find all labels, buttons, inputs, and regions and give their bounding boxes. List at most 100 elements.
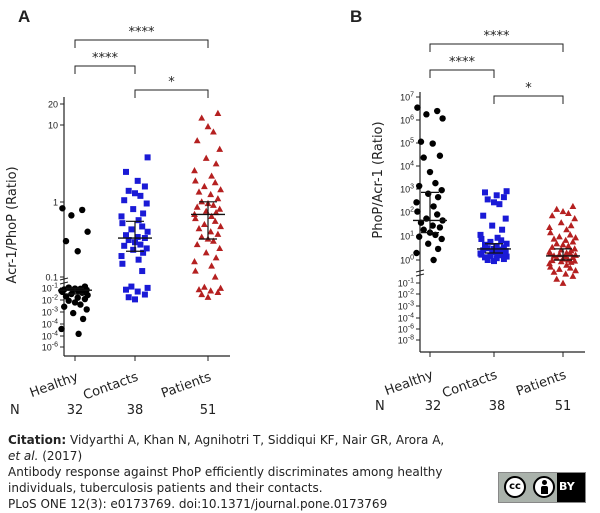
panel-a-point-patients <box>207 190 215 198</box>
panel-b-point-patients <box>557 258 565 265</box>
panel-b-y-tick-label: 107 <box>400 92 414 103</box>
panel-b-point-patients <box>553 254 561 261</box>
citation-title-1: Antibody response against PhoP efficient… <box>8 465 443 479</box>
panel-b-point-healthy <box>432 179 439 187</box>
panel-b-point-healthy <box>430 203 437 210</box>
panel-b-y-tick-label: 10-1 <box>398 278 414 289</box>
panel-a-y-tick-label: 10-2 <box>42 295 58 306</box>
panel-b-point-patients <box>546 223 553 231</box>
panel-b-letter: B <box>350 7 362 26</box>
panel-b-point-healthy <box>417 138 425 145</box>
panel-a-point-contacts <box>135 217 142 224</box>
panel-b-y-tick-label: 10-3 <box>398 301 414 312</box>
panel-b-y-tick-label: 10-8 <box>398 335 414 346</box>
panel-a-x-tick-label: Patients <box>159 370 213 402</box>
panel-a-n-value: 32 <box>67 403 84 418</box>
panel-a-point-contacts <box>121 242 128 249</box>
panel-b-point-patients <box>550 235 558 242</box>
panel-a-point-patients <box>192 214 199 222</box>
panel-b-point-healthy <box>436 152 444 159</box>
panel-a-point-patients <box>201 182 208 190</box>
panel-b-point-contacts <box>499 226 506 233</box>
panel-a-significance-label: **** <box>92 51 119 66</box>
panel-b-axis-break <box>415 269 425 273</box>
panel-a-point-healthy <box>77 301 84 308</box>
panel-a-point-contacts <box>140 249 147 256</box>
panel-a-point-contacts <box>139 268 146 275</box>
panel-a-point-patients <box>217 284 224 291</box>
panel-b-point-patients <box>563 226 570 233</box>
panel-a-point-patients <box>212 208 220 216</box>
panel-a-y-tick-label: 0.1 <box>45 273 58 283</box>
panel-b-point-patients <box>565 242 572 249</box>
panel-b-point-contacts <box>496 201 503 208</box>
panel-a-point-healthy <box>81 295 89 303</box>
panel-b-point-contacts <box>480 212 487 219</box>
panel-a-point-patients <box>214 195 222 202</box>
panel-a-point-contacts <box>130 246 137 253</box>
citation-authors: Vidyarthi A, Khan N, Agnihotri T, Siddiq… <box>70 433 445 447</box>
panel-b-point-patients <box>547 249 554 257</box>
panel-a-point-contacts <box>123 286 129 293</box>
panel-b-point-healthy <box>414 208 421 215</box>
panel-a-point-patients <box>212 160 220 167</box>
panel-b-point-patients <box>572 234 579 241</box>
panel-b-point-patients <box>569 272 577 279</box>
panel-a-point-healthy <box>83 306 90 313</box>
panel-a-point-contacts <box>132 296 138 303</box>
panel-a-point-patients <box>193 137 201 144</box>
panel-a-y-tick-label: 10-6 <box>42 342 58 353</box>
panel-b-point-contacts <box>503 240 510 247</box>
panel-b-point-contacts <box>478 235 485 242</box>
panel-a-y-tick-label: 10-4 <box>42 331 58 342</box>
panel-b-significance-label: **** <box>449 55 476 70</box>
panel-a-point-contacts <box>135 256 142 263</box>
panel-a-point-contacts <box>134 177 141 184</box>
panel-b-point-patients <box>547 263 554 270</box>
panel-b-point-healthy <box>420 154 427 161</box>
panel-a-point-contacts <box>141 291 148 298</box>
panel-a-axis-break <box>59 281 69 285</box>
panel-b-point-patients <box>563 261 570 268</box>
panel-b-point-patients <box>559 207 567 215</box>
panel-a-point-patients <box>216 244 224 252</box>
panel-a-point-patients <box>217 186 224 193</box>
panel-a-point-patients <box>193 203 201 210</box>
panel-a-x-tick-label: Contacts <box>81 370 140 404</box>
panel-b-significance-label: * <box>525 81 532 96</box>
panel-a-point-patients <box>204 123 212 130</box>
panel-b-point-patients <box>548 212 556 219</box>
panel-b-point-patients <box>547 229 554 236</box>
panel-a-point-contacts <box>143 200 150 207</box>
panel-b-point-healthy <box>414 104 421 111</box>
panel-a-point-healthy <box>65 297 72 304</box>
panel-b-y-tick-label: 10-2 <box>398 289 414 300</box>
panel-a-point-contacts <box>119 260 126 267</box>
panel-a-y-tick-label: 10 <box>48 121 58 131</box>
panel-a-point-healthy <box>59 205 66 212</box>
panel-a-letter: A <box>18 7 30 26</box>
panel-a-point-contacts <box>139 223 146 230</box>
panel-b-point-contacts <box>484 257 491 263</box>
panel-a-point-healthy <box>71 299 79 306</box>
panel-b-point-healthy <box>416 182 423 190</box>
panel-b-point-healthy <box>413 199 420 206</box>
panel-a-point-contacts <box>128 283 135 290</box>
panel-a-point-patients <box>191 258 198 265</box>
panel-b-x-tick-label: Healthy <box>383 368 436 399</box>
cc-by-license-badge[interactable]: cc BY <box>498 472 586 503</box>
panel-b-point-patients <box>567 247 575 254</box>
panel-a-point-contacts <box>128 226 135 233</box>
panel-a-significance-bracket <box>74 65 136 74</box>
panel-a-point-healthy <box>58 325 65 333</box>
panel-b-point-contacts <box>498 237 505 244</box>
panel-b-point-patients <box>566 231 574 238</box>
panel-a-point-patients <box>210 237 217 244</box>
panel-b-point-healthy <box>434 211 441 218</box>
panel-a-point-patients <box>193 240 201 248</box>
panel-b-point-contacts <box>491 258 497 265</box>
panel-b-point-patients <box>550 268 558 275</box>
panel-a-point-contacts <box>144 154 151 161</box>
citation-label: Citation: <box>8 433 67 447</box>
panel-a-n-value: 38 <box>127 403 144 418</box>
